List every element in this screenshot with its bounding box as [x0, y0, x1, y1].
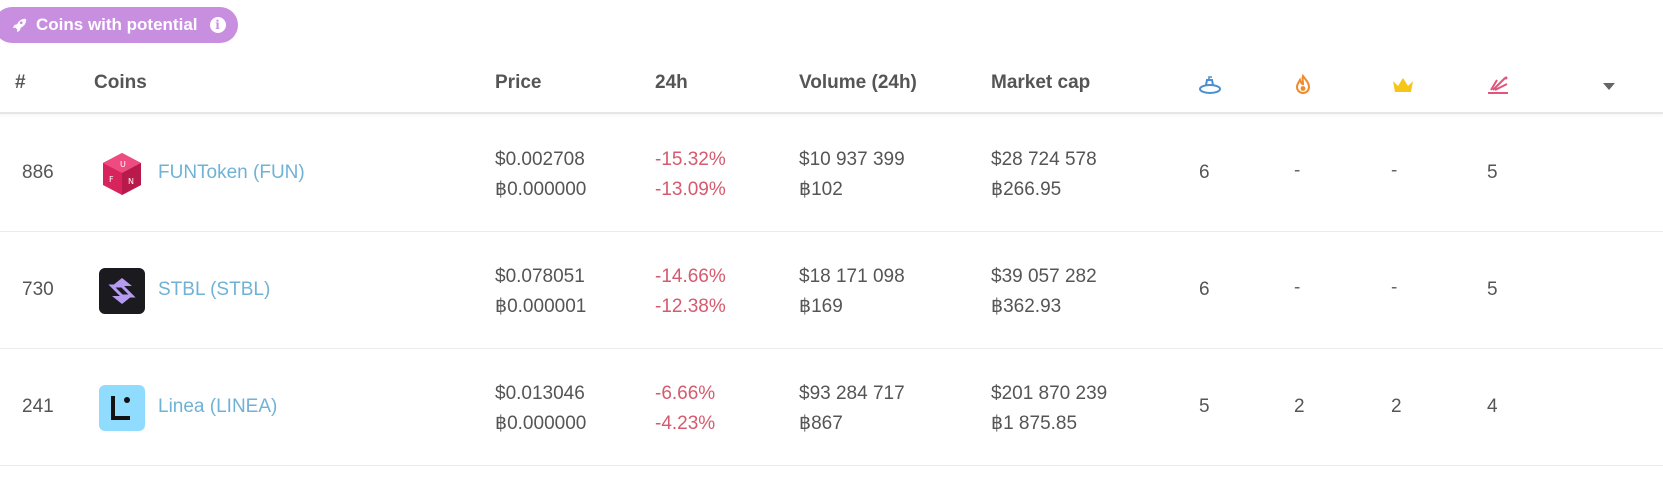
table-row[interactable]: 241 Linea (LINEA) $0.013046 ฿0.000000 -6… — [0, 349, 1663, 466]
fire-count: 2 — [1294, 396, 1305, 417]
header-volume[interactable]: Volume (24h) — [799, 72, 917, 93]
crown-count: 2 — [1391, 396, 1402, 417]
price-btc: ฿0.000000 — [495, 413, 587, 434]
mcap-btc: ฿266.95 — [991, 179, 1062, 200]
funtoken-logo-icon: U F N — [99, 151, 145, 197]
svg-text:U: U — [120, 160, 126, 169]
sparkle-count: 5 — [1487, 162, 1498, 183]
row-rank: 886 — [22, 162, 54, 183]
change-cell: -15.32% -13.09% — [655, 145, 726, 205]
table-row[interactable]: 886 U F N FUNToken (FUN) $0.002708 ฿0.00… — [0, 115, 1663, 232]
change-btc: -13.09% — [655, 179, 726, 200]
submarine-count: 6 — [1199, 279, 1210, 300]
row-rank: 730 — [22, 279, 54, 300]
info-icon[interactable]: i — [209, 17, 226, 33]
submarine-count: 5 — [1199, 396, 1210, 417]
stbl-logo-icon — [99, 268, 145, 314]
sparkle-icon[interactable] — [1485, 74, 1511, 96]
submarine-icon[interactable] — [1197, 74, 1223, 96]
change-usd: -14.66% — [655, 266, 726, 287]
sparkle-count: 5 — [1487, 279, 1498, 300]
market-cap-cell: $201 870 239 ฿1 875.85 — [991, 379, 1107, 439]
rocket-icon — [12, 18, 27, 33]
svg-text:F: F — [109, 175, 114, 184]
sort-desc-icon[interactable] — [1603, 83, 1615, 90]
price-btc: ฿0.000000 — [495, 179, 587, 200]
submarine-count: 6 — [1199, 162, 1210, 183]
volume-cell: $10 937 399 ฿102 — [799, 145, 905, 205]
volume-cell: $18 171 098 ฿169 — [799, 262, 905, 322]
volume-usd: $93 284 717 — [799, 383, 905, 404]
crown-count: - — [1391, 160, 1398, 181]
volume-usd: $18 171 098 — [799, 266, 905, 287]
volume-btc: ฿169 — [799, 296, 843, 317]
fire-count: - — [1294, 277, 1301, 298]
change-btc: -12.38% — [655, 296, 726, 317]
volume-btc: ฿102 — [799, 179, 843, 200]
row-rank: 241 — [22, 396, 54, 417]
volume-cell: $93 284 717 ฿867 — [799, 379, 905, 439]
header-rank[interactable]: # — [15, 72, 26, 93]
coins-with-potential-badge[interactable]: Coins with potential i — [0, 7, 238, 43]
coin-link[interactable]: FUNToken (FUN) — [158, 162, 305, 183]
header-price[interactable]: Price — [495, 72, 542, 93]
badge-label: Coins with potential — [36, 15, 198, 34]
market-cap-cell: $39 057 282 ฿362.93 — [991, 262, 1097, 322]
volume-btc: ฿867 — [799, 413, 843, 434]
price-cell: $0.002708 ฿0.000000 — [495, 145, 586, 205]
change-cell: -14.66% -12.38% — [655, 262, 726, 322]
change-cell: -6.66% -4.23% — [655, 379, 715, 439]
crown-icon[interactable] — [1390, 74, 1416, 96]
change-usd: -15.32% — [655, 149, 726, 170]
change-usd: -6.66% — [655, 383, 716, 404]
crown-count: - — [1391, 277, 1398, 298]
change-btc: -4.23% — [655, 413, 716, 434]
linea-logo-icon — [99, 385, 145, 431]
fire-count: - — [1294, 160, 1301, 181]
price-cell: $0.078051 ฿0.000001 — [495, 262, 586, 322]
sparkle-count: 4 — [1487, 396, 1498, 417]
mcap-btc: ฿1 875.85 — [991, 413, 1078, 434]
table-header: # Coins Price 24h Volume (24h) Market ca… — [0, 58, 1663, 114]
price-usd: $0.013046 — [495, 383, 585, 404]
price-cell: $0.013046 ฿0.000000 — [495, 379, 586, 439]
table-row[interactable]: 730 STBL (STBL) $0.078051 ฿0.000001 -14.… — [0, 232, 1663, 349]
mcap-usd: $39 057 282 — [991, 266, 1097, 287]
price-btc: ฿0.000001 — [495, 296, 587, 317]
header-market-cap[interactable]: Market cap — [991, 72, 1091, 93]
volume-usd: $10 937 399 — [799, 149, 905, 170]
mcap-usd: $28 724 578 — [991, 149, 1097, 170]
coin-link[interactable]: STBL (STBL) — [158, 279, 271, 300]
mcap-btc: ฿362.93 — [991, 296, 1062, 317]
coin-link[interactable]: Linea (LINEA) — [158, 396, 278, 417]
fire-icon[interactable] — [1290, 74, 1316, 96]
price-usd: $0.002708 — [495, 149, 585, 170]
header-24h[interactable]: 24h — [655, 72, 688, 93]
price-usd: $0.078051 — [495, 266, 585, 287]
market-cap-cell: $28 724 578 ฿266.95 — [991, 145, 1097, 205]
svg-text:N: N — [128, 177, 134, 186]
mcap-usd: $201 870 239 — [991, 383, 1108, 404]
header-coins[interactable]: Coins — [94, 72, 147, 93]
